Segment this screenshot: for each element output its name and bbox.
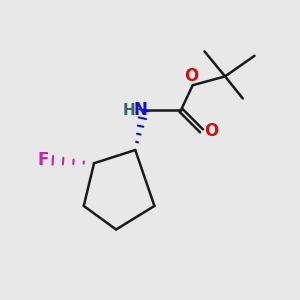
Text: N: N (134, 101, 148, 119)
Text: O: O (204, 122, 218, 140)
Text: F: F (38, 151, 49, 169)
Text: O: O (184, 68, 198, 85)
Text: H: H (122, 103, 135, 118)
